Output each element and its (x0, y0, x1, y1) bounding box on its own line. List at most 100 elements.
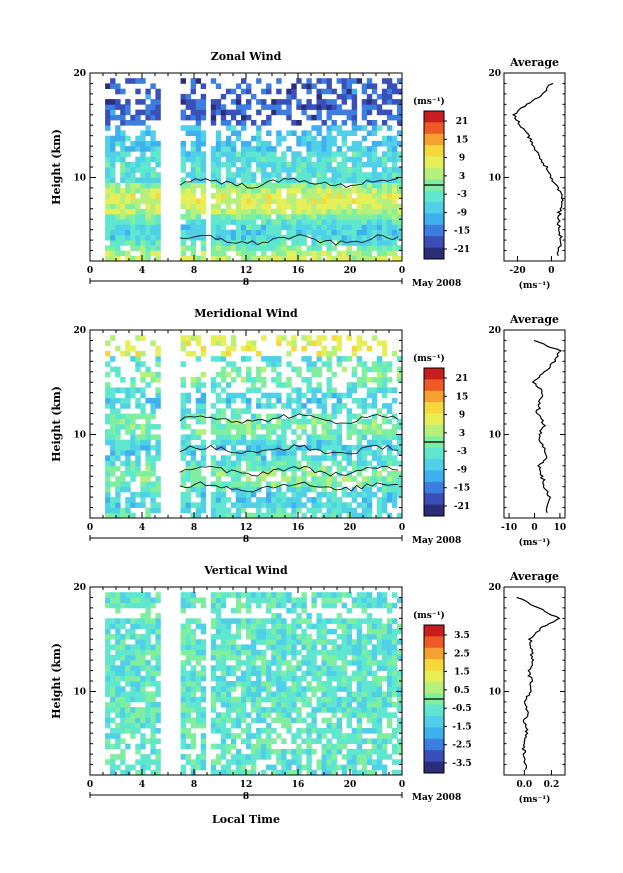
heatmap-cell (336, 429, 342, 435)
heatmap-cell (140, 733, 146, 739)
heatmap-cell (215, 460, 222, 467)
heatmap-cell (115, 481, 121, 487)
heatmap-cell (246, 491, 252, 498)
heatmap-cell (346, 193, 352, 199)
heatmap-cell (366, 366, 373, 373)
heatmap-cell (311, 125, 317, 131)
heatmap-cell (130, 665, 136, 671)
heatmap-cell (306, 397, 312, 404)
heatmap-cell (321, 229, 327, 236)
heatmap-cell (225, 728, 232, 734)
heatmap-cell (155, 707, 161, 713)
heatmap-cell (351, 728, 358, 734)
heatmap-cell (306, 146, 312, 152)
heatmap-cell (366, 597, 373, 603)
heatmap-cell (220, 717, 227, 724)
heatmap-cell (346, 623, 352, 630)
heatmap-cell (155, 350, 161, 357)
heatmap-cell (220, 618, 227, 624)
heatmap-cell (251, 665, 257, 671)
heatmap-cell (321, 424, 327, 430)
colorbar-tick-label: 0.5 (454, 686, 470, 696)
heatmap-cell (130, 203, 136, 210)
heatmap-cell (195, 356, 202, 362)
heatmap-cell (386, 203, 393, 210)
heatmap-cell (251, 764, 257, 771)
heatmap-cell (306, 193, 312, 199)
heatmap-cell (185, 450, 191, 456)
heatmap-cell (331, 219, 337, 225)
heatmap-cell (306, 177, 312, 183)
heatmap-cell (311, 471, 317, 477)
heatmap-cell (381, 371, 388, 378)
heatmap-cell (225, 120, 232, 126)
heatmap-cell (381, 345, 388, 352)
heatmap-cell (376, 434, 383, 440)
heatmap-cell (140, 486, 146, 493)
heatmap-cell (366, 214, 373, 220)
heatmap-cell (256, 618, 262, 624)
heatmap-cell (220, 434, 227, 440)
heatmap-cell (215, 769, 222, 776)
heatmap-cell (371, 628, 378, 635)
heatmap-cell (356, 156, 363, 163)
heatmap-cell (301, 345, 307, 352)
heatmap-cell (190, 476, 196, 482)
heatmap-cell (120, 439, 126, 446)
heatmap-cell (180, 607, 186, 614)
heatmap-cell (145, 613, 151, 619)
heatmap-cell (115, 104, 121, 110)
heatmap-cell (381, 377, 388, 383)
heatmap-cell (276, 660, 282, 666)
heatmap-cell (286, 397, 292, 404)
heatmap-cell (316, 476, 322, 482)
heatmap-cell (105, 491, 111, 498)
heatmap-cell (381, 754, 388, 760)
heatmap-cell (235, 224, 242, 230)
heatmap-cell (150, 151, 156, 157)
heatmap-cell (256, 654, 262, 661)
heatmap-cell (230, 140, 237, 147)
heatmap-cell (115, 214, 121, 220)
heatmap-cell (235, 424, 242, 430)
heatmap-cell (326, 208, 332, 215)
heatmap-cell (366, 219, 373, 225)
heatmap-cell (135, 722, 141, 729)
heatmap-cell (356, 250, 363, 257)
heatmap-cell (235, 471, 242, 477)
heatmap-cell (180, 177, 186, 183)
colorbar-segment (424, 459, 444, 471)
heatmap-cell (321, 151, 327, 157)
heatmap-cell (291, 187, 297, 194)
heatmap-cell (185, 670, 191, 677)
heatmap-cell (200, 670, 207, 677)
heatmap-cell (341, 187, 347, 194)
heatmap-cell (185, 99, 191, 105)
heatmap-cell (105, 208, 111, 215)
heatmap-cell (296, 240, 302, 246)
heatmap-cell (376, 675, 383, 682)
heatmap-cell (276, 507, 282, 514)
heatmap-cell (180, 255, 186, 262)
heatmap-cell (120, 224, 126, 230)
heatmap-cell (356, 78, 363, 84)
heatmap-cell (291, 250, 297, 257)
heatmap-cell (296, 728, 302, 734)
heatmap-cell (391, 728, 398, 734)
heatmap-cell (185, 114, 191, 121)
heatmap-cell (397, 203, 403, 210)
heatmap-cell (130, 240, 136, 246)
heatmap-cell (135, 366, 141, 373)
heatmap-cell (331, 193, 337, 199)
heatmap-cell (225, 717, 232, 724)
heatmap-cell (331, 764, 337, 771)
heatmap-cell (246, 424, 252, 430)
heatmap-cell (235, 712, 242, 718)
heatmap-cell (215, 465, 222, 472)
heatmap-cell (110, 418, 116, 425)
heatmap-cell (105, 675, 111, 682)
heatmap-cell (316, 109, 322, 116)
heatmap-cell (235, 208, 242, 215)
x-tick-label: 0 (399, 780, 405, 790)
heatmap-cell (336, 502, 342, 508)
